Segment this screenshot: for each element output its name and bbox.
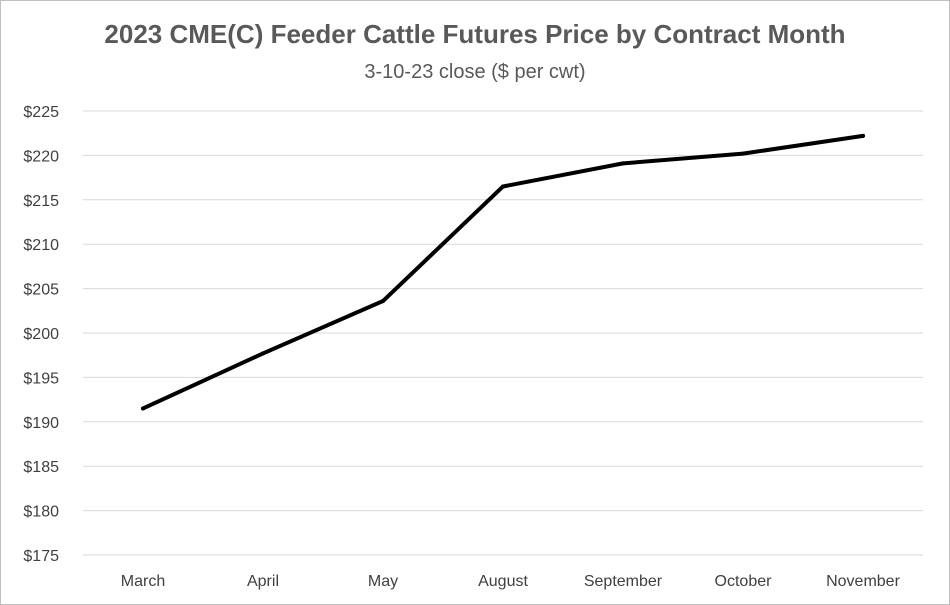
y-tick-label: $180: [23, 504, 59, 521]
x-tick-labels: March April May August September October Novem…: [121, 573, 901, 590]
y-tick-label: $185: [23, 459, 59, 476]
y-tick-label: $195: [23, 370, 59, 387]
data-point: [141, 406, 145, 411]
x-tick-label: September: [584, 573, 663, 590]
data-point: [621, 161, 625, 166]
y-tick-label: $200: [23, 326, 59, 343]
data-point: [861, 133, 865, 138]
chart-subtitle: 3-10-23 close ($ per cwt): [364, 61, 586, 83]
y-tick-label: $175: [23, 548, 59, 565]
y-tick-label: $220: [23, 148, 59, 165]
data-point: [501, 184, 505, 189]
data-point: [741, 151, 745, 156]
y-tick-label: $210: [23, 237, 59, 254]
y-tick-label: $205: [23, 282, 59, 299]
series-layer: [141, 133, 865, 411]
y-tick-label: $215: [23, 193, 59, 210]
x-tick-label: October: [715, 573, 773, 590]
x-tick-label: March: [121, 573, 165, 590]
y-tick-labels: $175 $180 $185 $190 $195 $200 $205 $210 $215 $220…: [23, 104, 59, 565]
x-tick-label: November: [826, 573, 900, 590]
x-tick-label: May: [368, 573, 398, 590]
x-tick-label: August: [478, 573, 528, 590]
data-point: [261, 351, 265, 356]
series-line: [141, 133, 865, 411]
y-tick-label: $225: [23, 104, 59, 121]
y-tick-label: $190: [23, 415, 59, 432]
x-tick-label: April: [247, 573, 279, 590]
chart-title: 2023 CME(C) Feeder Cattle Futures Price …: [104, 19, 846, 49]
data-point: [381, 299, 385, 304]
gridlines: [83, 110, 923, 556]
